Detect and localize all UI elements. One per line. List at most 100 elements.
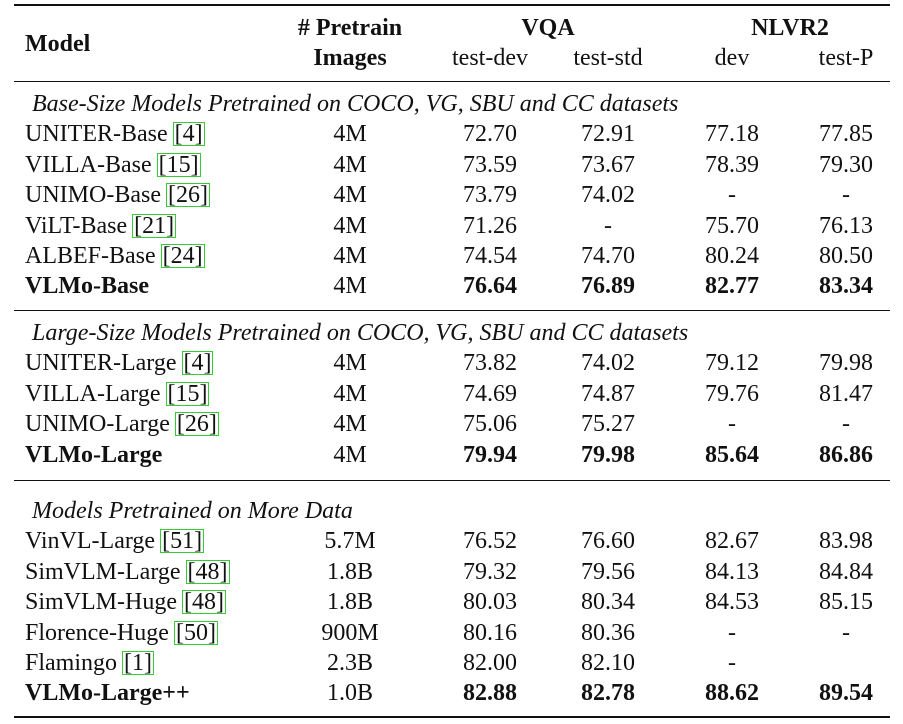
section-title: Base-Size Models Pretrained on COCO, VG,… bbox=[32, 91, 679, 117]
model-name: UNIMO-Large bbox=[25, 411, 170, 438]
value-cell: 82.67 bbox=[705, 528, 759, 555]
value-cell: 72.70 bbox=[463, 121, 517, 148]
value-cell: 78.39 bbox=[705, 151, 759, 178]
model-cell: ALBEF-Base [24] bbox=[25, 242, 205, 270]
value-cell: 79.76 bbox=[705, 380, 759, 407]
value-cell: 900M bbox=[321, 619, 379, 646]
value-cell: 84.13 bbox=[705, 558, 759, 585]
value-cell: 79.12 bbox=[705, 350, 759, 377]
header-sub: test-P bbox=[818, 45, 874, 71]
value-cell: 4M bbox=[333, 411, 367, 438]
value-cell: 80.03 bbox=[463, 589, 517, 616]
value-cell: 84.53 bbox=[705, 589, 759, 616]
value-cell: - bbox=[842, 182, 850, 209]
header-nlvr2: NLVR2 bbox=[751, 15, 829, 41]
model-name: VLMo-Base bbox=[25, 273, 149, 300]
value-cell: 73.59 bbox=[463, 151, 517, 178]
value-cell: 4M bbox=[333, 182, 367, 209]
value-cell: 85.64 bbox=[705, 441, 759, 468]
header-sub: test-std bbox=[573, 45, 643, 71]
value-cell: 82.10 bbox=[581, 650, 635, 676]
value-cell: 75.06 bbox=[463, 411, 517, 438]
value-cell: 80.16 bbox=[463, 619, 517, 646]
model-cell: SimVLM-Large [48] bbox=[25, 558, 230, 586]
model-cell: Florence-Huge [50] bbox=[25, 619, 218, 647]
value-cell: 4M bbox=[333, 350, 367, 377]
value-cell: 76.60 bbox=[581, 528, 635, 555]
value-cell: 85.15 bbox=[819, 589, 873, 616]
value-cell: 79.98 bbox=[581, 441, 635, 468]
model-name: SimVLM-Large bbox=[25, 558, 181, 585]
model-name: VILLA-Base bbox=[25, 151, 152, 178]
value-cell: 4M bbox=[333, 380, 367, 407]
section-rule bbox=[14, 480, 890, 481]
value-cell: 4M bbox=[333, 273, 367, 300]
citation: [26] bbox=[174, 411, 219, 438]
value-cell: 74.69 bbox=[463, 380, 517, 407]
model-name: VinVL-Large bbox=[25, 528, 156, 555]
model-cell: VLMo-Large bbox=[25, 441, 162, 469]
model-name: UNITER-Large bbox=[25, 350, 177, 377]
value-cell: 2.3B bbox=[326, 650, 374, 676]
value-cell: - bbox=[728, 411, 736, 438]
value-cell: 82.78 bbox=[581, 680, 635, 707]
section-title: Models Pretrained on More Data bbox=[32, 498, 353, 524]
citation: [15] bbox=[156, 151, 201, 178]
model-cell: UNITER-Base [4] bbox=[25, 120, 205, 148]
model-name: UNITER-Base bbox=[25, 121, 168, 148]
value-cell: 5.7M bbox=[324, 528, 376, 555]
model-name: SimVLM-Huge bbox=[25, 589, 177, 616]
value-cell: 82.88 bbox=[463, 680, 517, 707]
value-cell: 1.8B bbox=[326, 558, 374, 585]
value-cell: 75.27 bbox=[581, 411, 635, 438]
model-cell: VLMo-Large++ bbox=[25, 679, 190, 707]
model-name: VLMo-Large bbox=[25, 441, 163, 468]
value-cell: 76.52 bbox=[463, 528, 517, 555]
value-cell: - bbox=[842, 411, 850, 438]
citation: [1] bbox=[122, 650, 154, 676]
value-cell: 76.89 bbox=[581, 273, 635, 300]
value-cell: 75.70 bbox=[705, 212, 759, 239]
value-cell: 74.02 bbox=[581, 350, 635, 377]
model-cell: UNIMO-Base [26] bbox=[25, 181, 210, 209]
model-cell: VinVL-Large [51] bbox=[25, 527, 205, 555]
value-cell: 80.36 bbox=[581, 619, 635, 646]
value-cell: 74.02 bbox=[581, 182, 635, 209]
model-cell: VLMo-Base bbox=[25, 272, 149, 300]
value-cell: 71.26 bbox=[463, 212, 517, 239]
value-cell: 73.82 bbox=[463, 350, 517, 377]
value-cell: 79.94 bbox=[463, 441, 517, 468]
value-cell: - bbox=[728, 650, 736, 676]
value-cell: 82.00 bbox=[463, 650, 517, 676]
citation: [4] bbox=[172, 121, 205, 148]
value-cell: 76.64 bbox=[463, 273, 517, 300]
model-cell: UNITER-Large [4] bbox=[25, 349, 214, 377]
value-cell: 79.30 bbox=[819, 151, 873, 178]
value-cell: 88.62 bbox=[705, 680, 759, 707]
model-name: Flamingo bbox=[25, 650, 118, 676]
citation: [24] bbox=[160, 243, 205, 269]
value-cell: - bbox=[604, 212, 612, 239]
value-cell: 4M bbox=[333, 151, 367, 178]
citation: [26] bbox=[165, 182, 210, 209]
model-name: VLMo-Large++ bbox=[25, 680, 190, 707]
model-name: ViLT-Base bbox=[25, 212, 128, 239]
value-cell: 80.50 bbox=[819, 243, 873, 269]
value-cell: 74.87 bbox=[581, 380, 635, 407]
value-cell: 80.24 bbox=[705, 243, 759, 269]
value-cell: 89.54 bbox=[819, 680, 873, 707]
section-rule bbox=[14, 310, 890, 311]
section-title: Large-Size Models Pretrained on COCO, VG… bbox=[32, 320, 689, 346]
model-name: VILLA-Large bbox=[25, 380, 161, 407]
model-name: UNIMO-Base bbox=[25, 182, 161, 209]
model-cell: UNIMO-Large [26] bbox=[25, 410, 219, 438]
value-cell: - bbox=[728, 619, 736, 646]
value-cell: 4M bbox=[333, 243, 367, 269]
value-cell: - bbox=[842, 619, 850, 646]
value-cell: 77.18 bbox=[705, 121, 759, 148]
value-cell: 4M bbox=[333, 441, 367, 468]
value-cell: 79.98 bbox=[819, 350, 873, 377]
header-sub: test-dev bbox=[452, 45, 528, 71]
header-rule bbox=[14, 81, 890, 82]
value-cell: 4M bbox=[333, 121, 367, 148]
